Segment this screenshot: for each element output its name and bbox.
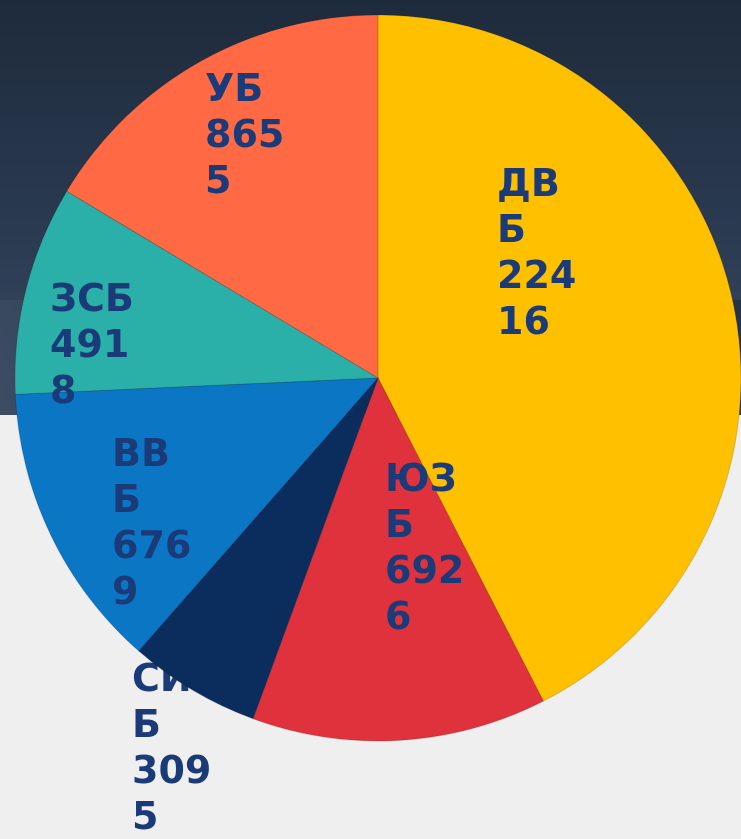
pie-slice	[14, 377, 380, 652]
slice-label: ЮЗБ 6926	[385, 455, 471, 639]
pie-slice	[66, 14, 379, 379]
pie-slice	[377, 14, 741, 702]
slice-label: УБ 8655	[205, 65, 291, 203]
slice-name: ДВБ	[497, 161, 560, 251]
slice-name: ЗСБ	[50, 276, 134, 320]
slice-name: УБ	[205, 66, 264, 110]
slice-label: ДВБ 22416	[497, 160, 583, 344]
chart	[14, 14, 741, 742]
slice-label: ЗСБ 4918	[50, 275, 136, 413]
slice-value: 22416	[497, 253, 577, 343]
pie-slice	[137, 377, 379, 720]
slice-name: ЮЗБ	[385, 456, 457, 546]
slice-value: 6926	[385, 548, 465, 638]
slice-value: 4918	[50, 322, 130, 412]
slice-value: 6769	[112, 523, 192, 613]
pie-slice	[14, 190, 380, 395]
slice-name: ВВБ	[112, 431, 170, 521]
pie-slice	[252, 376, 545, 742]
slice-value: 8655	[205, 112, 285, 202]
slice-label: ВВБ 6769	[112, 430, 198, 614]
